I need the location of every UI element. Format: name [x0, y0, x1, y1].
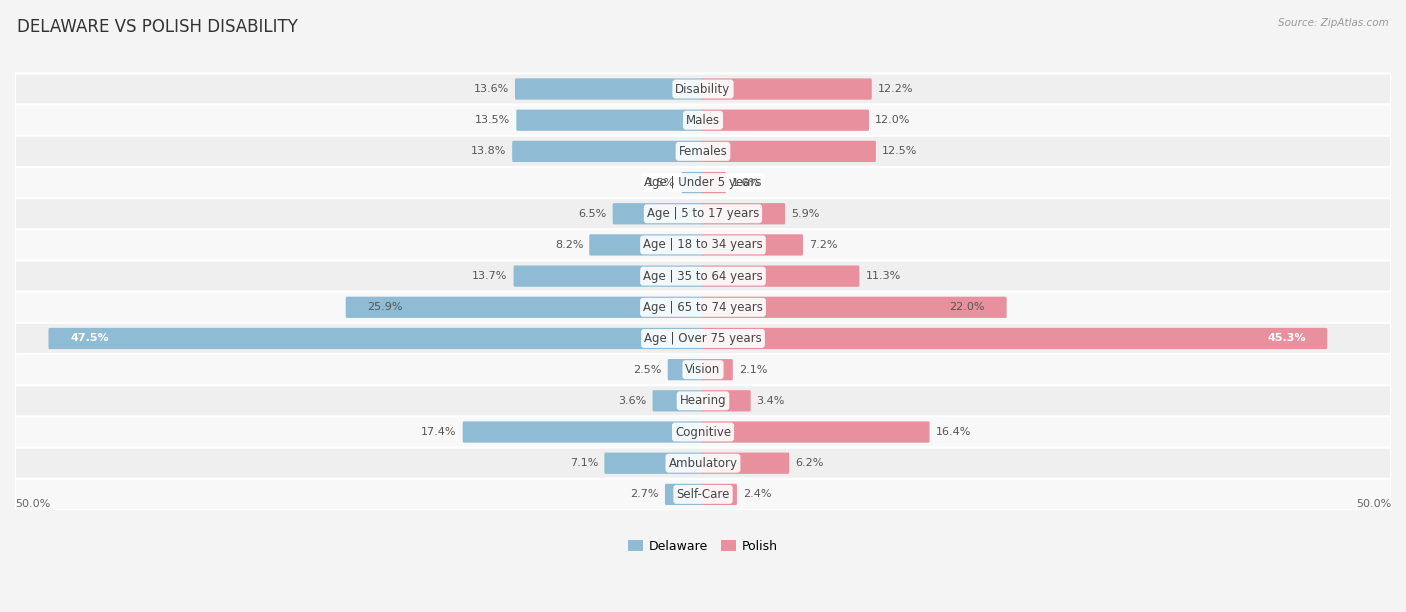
- FancyBboxPatch shape: [702, 266, 859, 287]
- Text: 45.3%: 45.3%: [1267, 334, 1306, 343]
- Legend: Delaware, Polish: Delaware, Polish: [623, 535, 783, 558]
- Text: 6.2%: 6.2%: [796, 458, 824, 468]
- FancyBboxPatch shape: [702, 78, 872, 100]
- FancyBboxPatch shape: [15, 230, 1391, 261]
- FancyBboxPatch shape: [682, 172, 704, 193]
- FancyBboxPatch shape: [702, 110, 869, 131]
- Text: 13.8%: 13.8%: [471, 146, 506, 157]
- Text: 7.2%: 7.2%: [808, 240, 838, 250]
- FancyBboxPatch shape: [605, 453, 704, 474]
- FancyBboxPatch shape: [15, 73, 1391, 105]
- FancyBboxPatch shape: [15, 261, 1391, 292]
- FancyBboxPatch shape: [15, 136, 1391, 167]
- FancyBboxPatch shape: [15, 105, 1391, 136]
- FancyBboxPatch shape: [15, 479, 1391, 510]
- Text: Age | Under 5 years: Age | Under 5 years: [644, 176, 762, 189]
- Text: 22.0%: 22.0%: [949, 302, 986, 312]
- Text: 1.6%: 1.6%: [733, 177, 761, 187]
- Text: 12.0%: 12.0%: [875, 115, 910, 125]
- FancyBboxPatch shape: [668, 359, 704, 380]
- Text: 16.4%: 16.4%: [935, 427, 972, 437]
- Text: 6.5%: 6.5%: [578, 209, 606, 218]
- FancyBboxPatch shape: [15, 323, 1391, 354]
- Text: Cognitive: Cognitive: [675, 425, 731, 439]
- Text: 25.9%: 25.9%: [367, 302, 402, 312]
- Text: Males: Males: [686, 114, 720, 127]
- Text: 12.2%: 12.2%: [877, 84, 914, 94]
- FancyBboxPatch shape: [613, 203, 704, 225]
- Text: Hearing: Hearing: [679, 394, 727, 408]
- Text: 5.9%: 5.9%: [792, 209, 820, 218]
- Text: Age | Over 75 years: Age | Over 75 years: [644, 332, 762, 345]
- Text: 50.0%: 50.0%: [1355, 499, 1391, 509]
- FancyBboxPatch shape: [15, 447, 1391, 479]
- FancyBboxPatch shape: [589, 234, 704, 256]
- FancyBboxPatch shape: [702, 328, 1327, 349]
- FancyBboxPatch shape: [15, 416, 1391, 447]
- FancyBboxPatch shape: [702, 453, 789, 474]
- Text: 3.4%: 3.4%: [756, 396, 785, 406]
- FancyBboxPatch shape: [702, 297, 1007, 318]
- FancyBboxPatch shape: [346, 297, 704, 318]
- FancyBboxPatch shape: [665, 483, 704, 505]
- FancyBboxPatch shape: [702, 172, 725, 193]
- FancyBboxPatch shape: [702, 141, 876, 162]
- FancyBboxPatch shape: [516, 110, 704, 131]
- Text: Disability: Disability: [675, 83, 731, 95]
- FancyBboxPatch shape: [15, 292, 1391, 323]
- FancyBboxPatch shape: [15, 167, 1391, 198]
- Text: 13.7%: 13.7%: [472, 271, 508, 281]
- Text: Ambulatory: Ambulatory: [668, 457, 738, 469]
- Text: DELAWARE VS POLISH DISABILITY: DELAWARE VS POLISH DISABILITY: [17, 18, 298, 36]
- FancyBboxPatch shape: [515, 78, 704, 100]
- Text: 2.7%: 2.7%: [630, 490, 659, 499]
- Text: 2.1%: 2.1%: [738, 365, 768, 375]
- Text: 17.4%: 17.4%: [422, 427, 457, 437]
- Text: 2.4%: 2.4%: [742, 490, 772, 499]
- Text: Females: Females: [679, 145, 727, 158]
- Text: Source: ZipAtlas.com: Source: ZipAtlas.com: [1278, 18, 1389, 28]
- FancyBboxPatch shape: [513, 266, 704, 287]
- FancyBboxPatch shape: [463, 422, 704, 442]
- Text: 7.1%: 7.1%: [569, 458, 599, 468]
- Text: 47.5%: 47.5%: [70, 334, 108, 343]
- Text: 8.2%: 8.2%: [555, 240, 583, 250]
- Text: 1.5%: 1.5%: [647, 177, 675, 187]
- FancyBboxPatch shape: [702, 234, 803, 256]
- Text: 11.3%: 11.3%: [865, 271, 901, 281]
- FancyBboxPatch shape: [702, 483, 737, 505]
- FancyBboxPatch shape: [702, 390, 751, 411]
- FancyBboxPatch shape: [48, 328, 704, 349]
- Text: Age | 5 to 17 years: Age | 5 to 17 years: [647, 207, 759, 220]
- Text: 13.5%: 13.5%: [475, 115, 510, 125]
- Text: Vision: Vision: [685, 363, 721, 376]
- Text: Age | 35 to 64 years: Age | 35 to 64 years: [643, 270, 763, 283]
- FancyBboxPatch shape: [702, 359, 733, 380]
- Text: Self-Care: Self-Care: [676, 488, 730, 501]
- FancyBboxPatch shape: [512, 141, 704, 162]
- Text: 13.6%: 13.6%: [474, 84, 509, 94]
- Text: 50.0%: 50.0%: [15, 499, 51, 509]
- FancyBboxPatch shape: [15, 354, 1391, 385]
- Text: 12.5%: 12.5%: [882, 146, 917, 157]
- FancyBboxPatch shape: [702, 203, 785, 225]
- FancyBboxPatch shape: [652, 390, 704, 411]
- Text: 2.5%: 2.5%: [633, 365, 662, 375]
- FancyBboxPatch shape: [702, 422, 929, 442]
- FancyBboxPatch shape: [15, 385, 1391, 416]
- Text: Age | 18 to 34 years: Age | 18 to 34 years: [643, 239, 763, 252]
- Text: 3.6%: 3.6%: [619, 396, 647, 406]
- FancyBboxPatch shape: [15, 198, 1391, 230]
- Text: Age | 65 to 74 years: Age | 65 to 74 years: [643, 300, 763, 314]
